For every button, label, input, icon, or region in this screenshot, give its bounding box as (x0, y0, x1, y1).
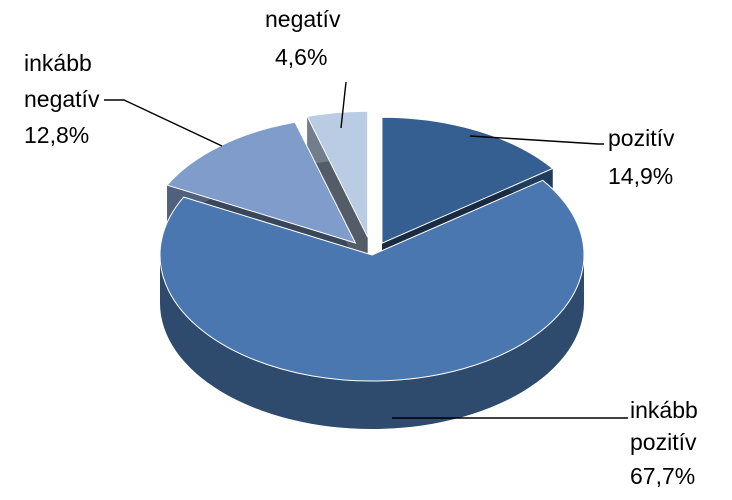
leader-line-pozitiv (469, 135, 604, 145)
leader-line-negativ (340, 81, 347, 129)
slice-label-negativ: negatív 4,6% (265, 6, 347, 70)
slice-label-inkabb-negativ: inkább negatív 12,8% (24, 50, 106, 148)
slice-label-inkabb-pozitiv: inkább pozitív 67,7% (630, 397, 704, 489)
pie-slice-pozitív (381, 116, 554, 244)
pie-slices (159, 110, 585, 382)
pie-slice-inkább-pozitív (159, 179, 585, 382)
slice-label-pozitiv: pozitív 14,9% (608, 125, 681, 189)
leader-line-inkabb-negativ (104, 99, 223, 147)
slice-rim-0 (160, 255, 584, 429)
pie-slice-negatív (306, 110, 369, 238)
